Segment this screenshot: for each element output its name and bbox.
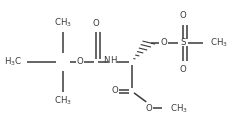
Text: O: O	[180, 65, 186, 74]
Text: O: O	[93, 19, 99, 28]
Text: O: O	[160, 38, 167, 47]
Text: H: H	[110, 56, 116, 65]
Text: O: O	[77, 57, 83, 66]
Text: CH$_3$: CH$_3$	[210, 36, 228, 49]
Text: N: N	[103, 56, 110, 65]
Text: O: O	[180, 11, 186, 20]
Text: O: O	[111, 86, 118, 95]
Text: CH$_3$: CH$_3$	[54, 94, 72, 107]
Text: O: O	[145, 104, 152, 113]
Text: H$_3$C: H$_3$C	[4, 56, 23, 68]
Text: CH$_3$: CH$_3$	[54, 17, 72, 29]
Text: S: S	[180, 38, 186, 47]
Text: CH$_3$: CH$_3$	[170, 102, 187, 115]
